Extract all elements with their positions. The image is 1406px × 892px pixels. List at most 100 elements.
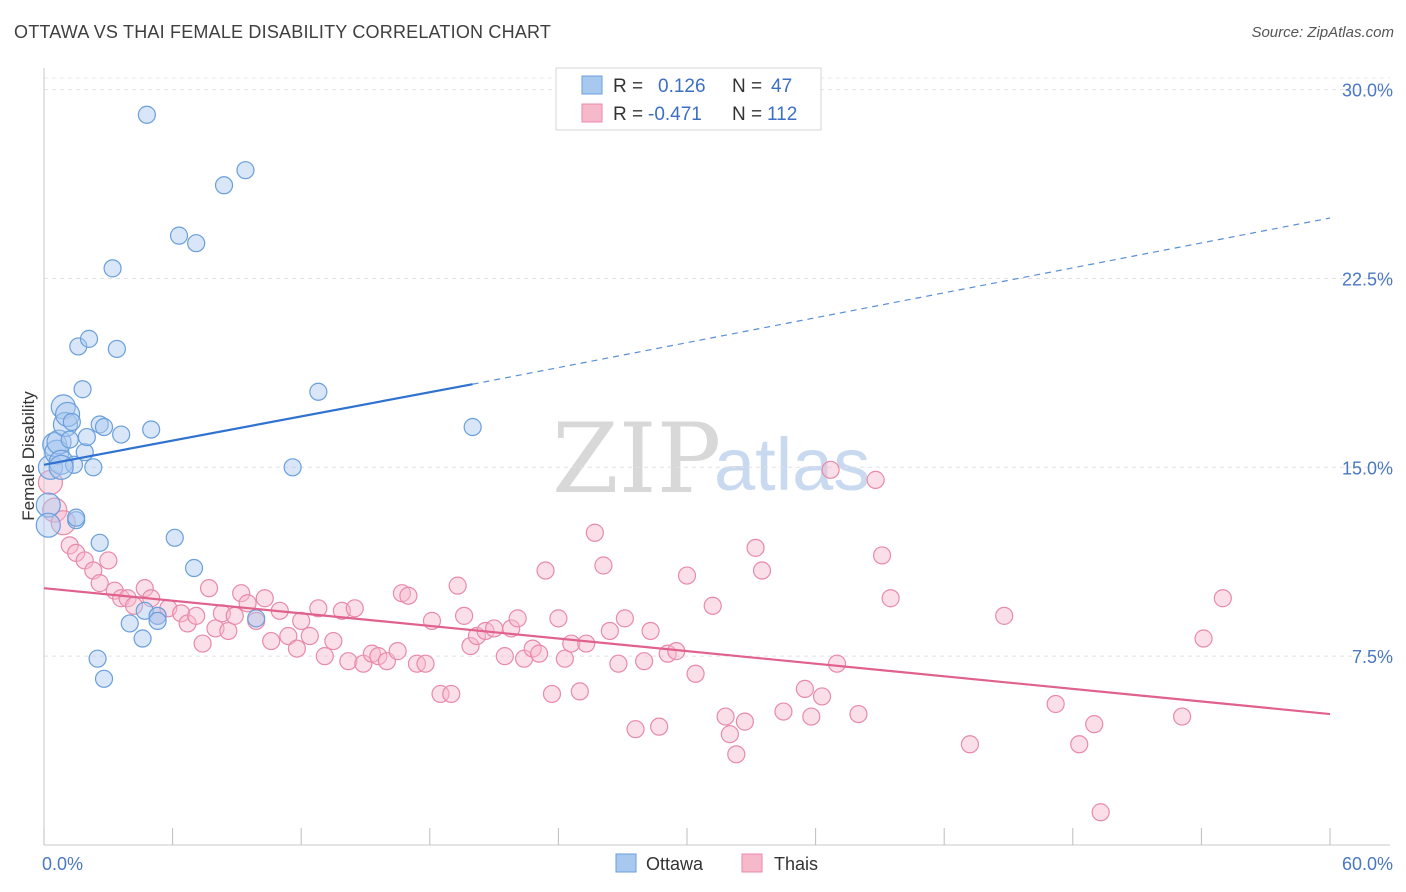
thais-point	[279, 626, 298, 646]
bottom-legend-thais-swatch	[741, 853, 763, 873]
legend-ottawa-swatch	[581, 75, 603, 95]
thais-point	[508, 609, 527, 628]
thais-point	[536, 561, 555, 580]
x-tick-label-max: 60.0%	[1342, 854, 1393, 874]
thais-point	[577, 634, 596, 653]
thais-point	[60, 536, 79, 555]
ottawa-point	[62, 412, 81, 432]
thais-points	[37, 460, 1232, 822]
ottawa-point	[187, 234, 206, 253]
ottawa-point	[60, 430, 79, 449]
x-tick-label-min: 0.0%	[42, 854, 83, 874]
ottawa-point	[283, 458, 302, 477]
thais-point	[720, 725, 739, 744]
thais-point	[339, 652, 358, 671]
ottawa-point	[148, 606, 167, 625]
thais-point	[626, 720, 645, 739]
thais-point	[399, 586, 418, 605]
thais-point	[600, 621, 619, 641]
thais-point	[585, 523, 604, 542]
ottawa-point	[137, 105, 156, 124]
ottawa-point	[73, 380, 92, 399]
thais-point	[849, 704, 868, 724]
y-tick-labels: 7.5% 15.0% 22.5% 30.0%	[1342, 81, 1393, 668]
thais-point	[431, 684, 450, 704]
ottawa-point	[184, 558, 204, 578]
thais-point	[369, 647, 388, 666]
thais-point	[716, 707, 735, 726]
thais-point	[615, 609, 634, 628]
thais-point	[866, 470, 885, 489]
ottawa-point	[148, 611, 167, 630]
thais-point	[703, 596, 722, 615]
thais-point	[960, 735, 980, 754]
thais-point	[1091, 803, 1110, 822]
thais-point	[641, 621, 660, 641]
ottawa-point	[107, 339, 126, 359]
thais-point	[995, 606, 1014, 625]
legend-box: R = 0.126 N = 47 R = -0.471 N = 112	[555, 67, 822, 131]
thais-point	[495, 647, 514, 666]
thais-point	[219, 621, 238, 641]
watermark-zip: ZIP	[552, 403, 721, 515]
thais-point	[609, 654, 628, 673]
ottawa-point	[112, 425, 131, 444]
chart-title: OTTAWA VS THAI FEMALE DISABILITY CORRELA…	[14, 22, 552, 42]
ottawa-point	[247, 609, 266, 628]
thais-point	[555, 649, 574, 668]
thais-point	[570, 682, 589, 701]
thais-point	[199, 579, 219, 598]
ottawa-point	[90, 533, 109, 552]
ottawa-point	[142, 420, 161, 439]
thais-point	[315, 647, 334, 666]
thais-point	[650, 717, 669, 736]
thais-point	[812, 687, 832, 706]
thais-point	[746, 538, 765, 557]
thais-point	[300, 626, 319, 646]
ottawa-point	[169, 226, 189, 245]
thais-point	[416, 654, 435, 673]
legend-ottawa-r-value: 0.126	[658, 76, 706, 97]
thais-point	[485, 619, 504, 638]
thais-point	[193, 634, 212, 653]
thais-point	[1085, 715, 1104, 734]
thais-point	[677, 566, 697, 585]
ottawa-point	[94, 417, 114, 437]
ottawa-point	[94, 669, 114, 688]
ottawa-points	[35, 105, 482, 688]
thais-point	[752, 561, 772, 580]
bottom-legend: Ottawa Thais	[615, 853, 818, 874]
thais-point	[187, 606, 206, 625]
ottawa-point	[88, 649, 107, 668]
thais-point	[388, 642, 407, 661]
y-tick-label: 22.5%	[1342, 269, 1393, 289]
thais-point	[1194, 629, 1213, 648]
x-ticks	[43, 828, 1331, 845]
thais-point	[686, 664, 705, 683]
thais-point	[594, 556, 613, 575]
trend-lines	[43, 217, 1331, 716]
ottawa-trend-solid	[43, 383, 473, 466]
thais-point	[345, 599, 364, 618]
thais-point	[1213, 589, 1232, 608]
ottawa-point	[67, 508, 86, 527]
y-tick-label: 30.0%	[1342, 81, 1393, 101]
thais-point	[635, 652, 654, 671]
legend-thais-r-value: -0.471	[648, 104, 702, 125]
legend-thais-n-label: N =	[732, 104, 762, 125]
ottawa-point	[120, 614, 139, 633]
thais-point	[461, 636, 480, 656]
thais-point	[1046, 694, 1065, 714]
thais-point	[172, 604, 191, 623]
ottawa-point	[214, 176, 234, 195]
source-label: Source: ZipAtlas.com	[1251, 24, 1394, 41]
watermark-atlas: atlas	[714, 423, 870, 506]
ottawa-point	[69, 337, 88, 356]
thais-point	[549, 609, 568, 628]
ottawa-point	[133, 629, 152, 648]
ottawa-point	[236, 161, 255, 180]
ottawa-point	[309, 382, 328, 401]
thais-point	[135, 579, 154, 598]
thais-point	[448, 576, 467, 595]
thais-point	[99, 551, 118, 570]
